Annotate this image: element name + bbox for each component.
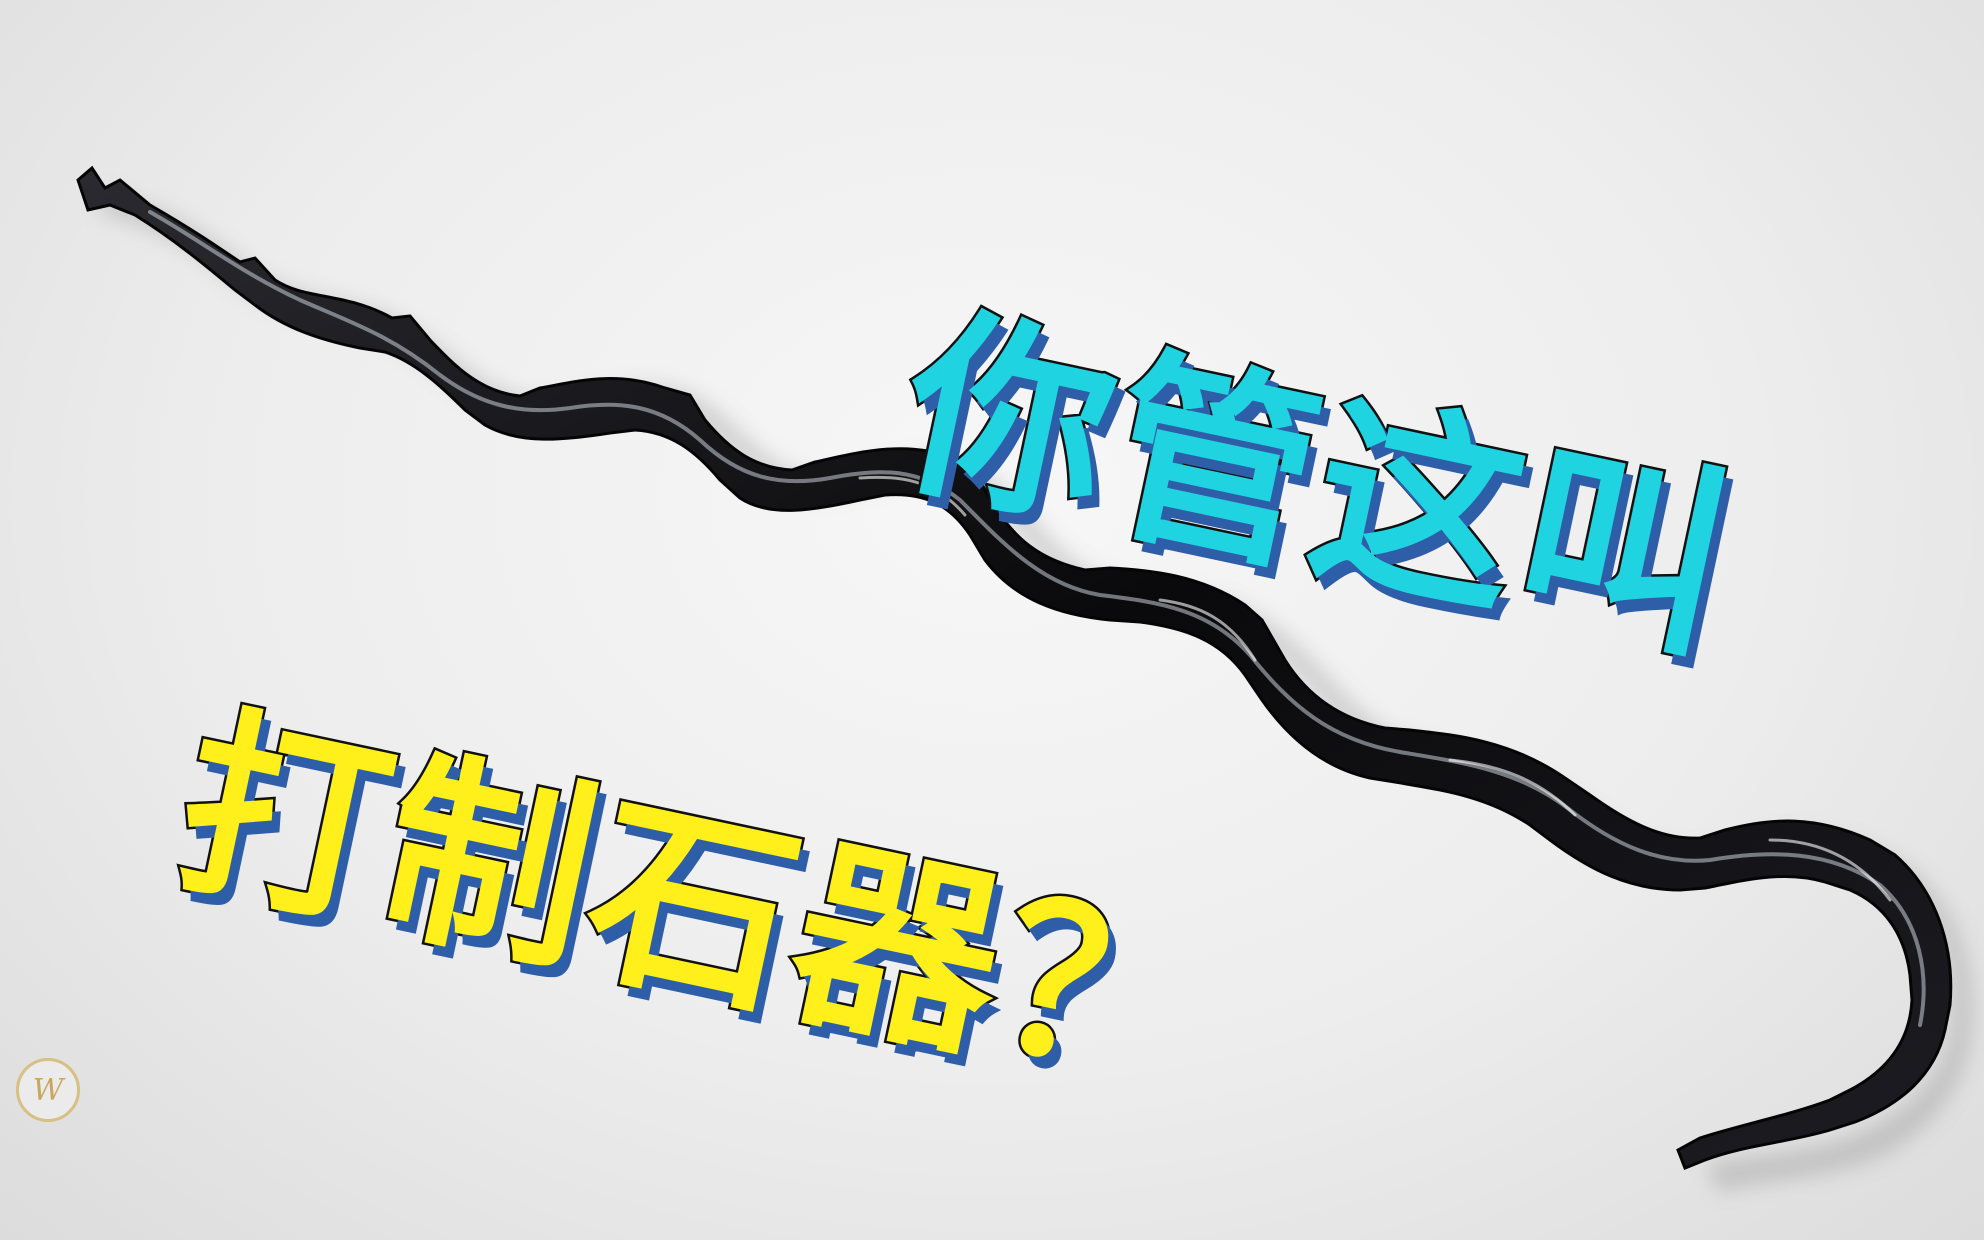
- watermark-letter: W: [32, 1072, 64, 1108]
- blade-highlight: [148, 210, 1926, 1027]
- blade-body: [76, 165, 1953, 1170]
- watermark-logo-icon: W: [16, 1058, 80, 1122]
- blade-highlight-2: [858, 475, 1892, 902]
